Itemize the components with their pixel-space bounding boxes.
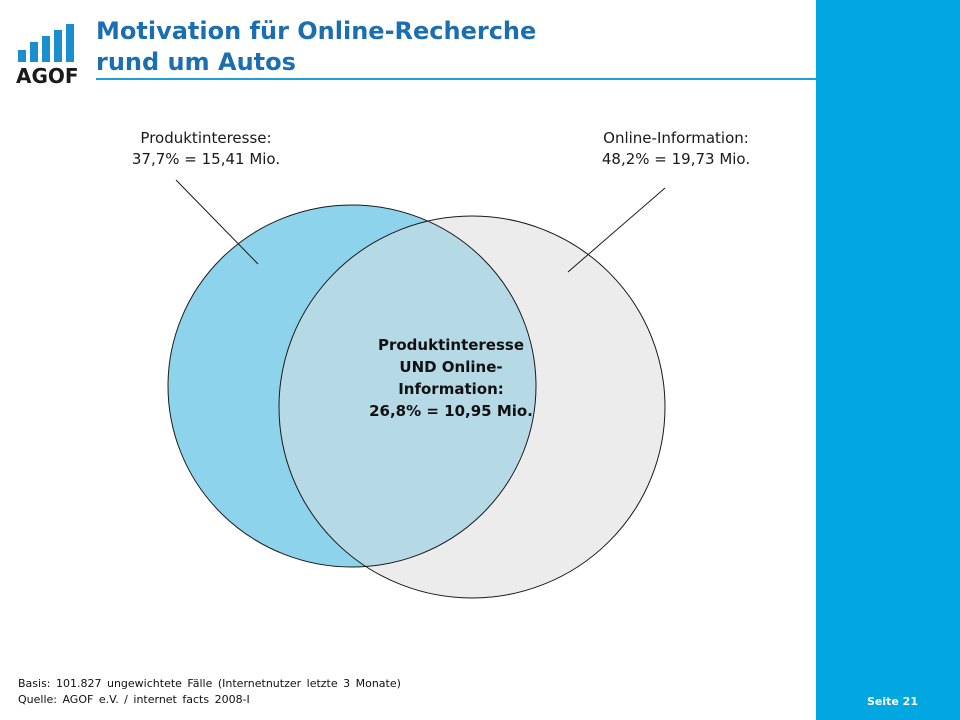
venn-overlap-region xyxy=(279,216,536,567)
venn-left-outline xyxy=(167,204,537,568)
footer-source: Quelle: AGOF e.V. / internet facts 2008-… xyxy=(18,693,250,706)
logo-text: AGOF xyxy=(16,64,79,88)
right-label-leader-line xyxy=(567,187,666,273)
overlap-label-line-4: 26,8% = 10,95 Mio. xyxy=(369,402,533,420)
bar-chart-logo-icon xyxy=(18,24,74,62)
title-line-1: Motivation für Online-Recherche xyxy=(96,17,537,45)
overlap-label-line-1: Produktinteresse xyxy=(377,336,525,354)
brand-sidebar: Seite 21 xyxy=(816,0,960,720)
title-underline xyxy=(96,78,816,80)
overlap-label-line-2: UND Online- xyxy=(399,358,503,376)
left-set-label-name: Produktinteresse: xyxy=(140,129,272,147)
right-set-label-name: Online-Information: xyxy=(603,129,749,147)
left-label-leader-line xyxy=(175,179,259,265)
overlap-label-line-3: Information: xyxy=(398,380,504,398)
footer-basis: Basis: 101.827 ungewichtete Fälle (Inter… xyxy=(18,677,401,690)
left-set-label: Produktinteresse: 37,7% = 15,41 Mio. xyxy=(86,128,326,170)
overlap-label: Produktinteresse UND Online- Information… xyxy=(306,334,596,422)
right-set-label-value: 48,2% = 19,73 Mio. xyxy=(601,150,751,168)
left-set-label-value: 37,7% = 15,41 Mio. xyxy=(131,150,281,168)
agof-logo: AGOF xyxy=(16,24,79,90)
page-number: Seite 21 xyxy=(866,695,918,708)
title-line-2: rund um Autos xyxy=(96,48,296,76)
venn-right-outline xyxy=(278,215,666,599)
footer-notes: Basis: 101.827 ungewichtete Fälle (Inter… xyxy=(18,676,401,708)
venn-diagram xyxy=(167,179,666,599)
right-set-label: Online-Information: 48,2% = 19,73 Mio. xyxy=(556,128,796,170)
page-title: Motivation für Online-Recherche rund um … xyxy=(96,16,796,78)
